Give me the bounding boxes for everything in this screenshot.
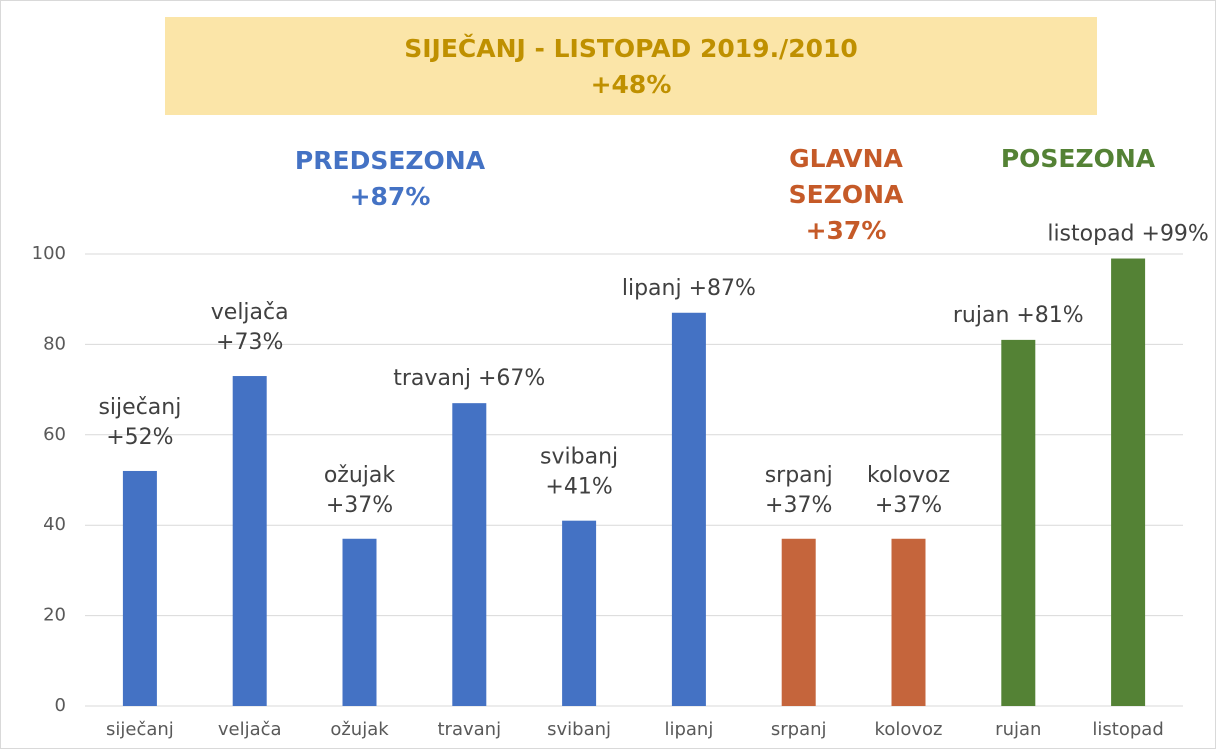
bar (891, 538, 926, 706)
group-label: POSEZONA (1001, 144, 1156, 173)
data-label: siječanj +52% (98, 395, 181, 450)
data-label-line: +37% (326, 493, 393, 518)
x-tick-label: travanj (438, 719, 502, 740)
y-tick-label: 20 (43, 605, 66, 626)
group-label: +87% (350, 182, 431, 211)
data-label-line: siječanj (98, 395, 181, 420)
data-label-line: kolovoz (867, 463, 950, 488)
bar (342, 538, 377, 706)
chart-title: SIJEČANJ - LISTOPAD 2019./2010 (404, 33, 858, 63)
x-tick-label: svibanj (547, 719, 611, 740)
x-tick-label: kolovoz (875, 719, 943, 740)
data-label: lipanj +87% (622, 276, 756, 301)
x-tick-label: listopad (1092, 719, 1163, 740)
y-tick-label: 0 (55, 695, 66, 716)
bar (232, 376, 267, 706)
y-tick-label: 60 (43, 424, 66, 445)
x-tick-label: ožujak (330, 719, 389, 740)
y-tick-label: 80 (43, 333, 66, 354)
bar (671, 312, 706, 706)
data-label: travanj +67% (393, 366, 545, 391)
data-label-line: +52% (106, 425, 173, 450)
group-label: SEZONA (789, 180, 904, 209)
x-tick-label: lipanj (664, 719, 713, 740)
title-box (165, 17, 1097, 115)
group-label: PREDSEZONA (295, 146, 486, 175)
group-label: GLAVNA (789, 144, 903, 173)
data-label: svibanj +41% (540, 445, 618, 500)
group-label: +37% (806, 216, 887, 245)
bar (1001, 339, 1036, 706)
data-label: rujan +81% (953, 303, 1084, 328)
data-label-line: +37% (875, 493, 942, 518)
bar (122, 470, 157, 706)
y-tick-label: 40 (43, 514, 66, 535)
data-label-line: srpanj (765, 463, 833, 488)
data-label-line: svibanj (540, 445, 618, 470)
data-label-line: ožujak (324, 463, 396, 488)
y-tick-label: 100 (32, 243, 66, 264)
data-label: kolovoz +37% (867, 463, 950, 518)
bar (1111, 258, 1146, 706)
data-label-line: +37% (765, 493, 832, 518)
x-tick-label: rujan (995, 719, 1041, 740)
data-label: srpanj +37% (765, 463, 833, 518)
chart-title: +48% (591, 70, 672, 99)
data-label-line: veljača (211, 300, 289, 325)
bar (452, 403, 487, 706)
x-tick-label: veljača (218, 719, 282, 740)
data-label-line: +41% (545, 475, 612, 500)
x-tick-label: srpanj (771, 719, 827, 740)
data-label: listopad +99% (1047, 222, 1209, 247)
data-label-line: +73% (216, 330, 283, 355)
bar (562, 520, 597, 706)
bar (781, 538, 816, 706)
data-label: ožujak +37% (324, 463, 396, 518)
x-tick-label: siječanj (106, 719, 174, 740)
data-label: veljača +73% (211, 300, 289, 355)
